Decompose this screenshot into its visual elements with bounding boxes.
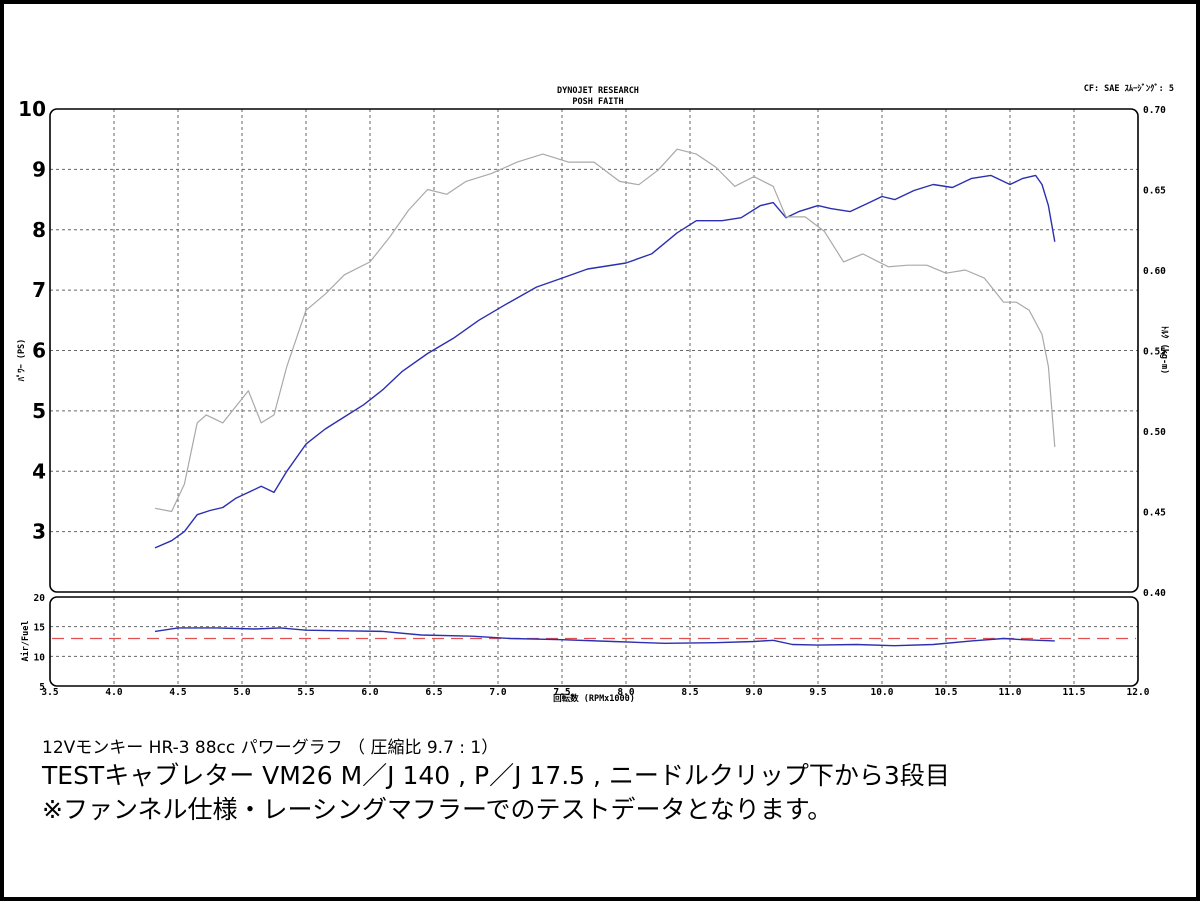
y-tick-label-right: 0.40 (1143, 588, 1166, 599)
y-tick-label-right: 0.45 (1143, 508, 1166, 519)
y-tick-label-right: 0.70 (1143, 105, 1166, 116)
afr-y-tick-label: 20 (34, 593, 46, 604)
x-tick-label: 10.5 (935, 687, 958, 698)
power-curve (154, 174, 1056, 549)
y-tick-label-left: 3 (32, 520, 46, 544)
afr-y-tick-label: 10 (34, 652, 46, 663)
y-tick-label-left: 4 (32, 459, 46, 483)
y-tick-label-right: 0.65 (1143, 186, 1166, 197)
afr-curve (154, 627, 1055, 647)
y-tick-label-left: 8 (32, 218, 46, 242)
caption-line-2: TESTキャブレター VM26 M／J 140 , P／J 17.5 , ニード… (42, 761, 950, 790)
x-tick-label: 3.5 (41, 687, 58, 698)
main-plot-frame (49, 108, 1139, 593)
x-tick-label: 11.0 (999, 687, 1022, 698)
x-tick-label: 8.0 (617, 687, 634, 698)
y-tick-label-left: 9 (32, 157, 46, 181)
caption-block: 12Vモンキー HR-3 88cc パワーグラフ （ 圧縮比 9.7 : 1） … (42, 737, 1182, 827)
x-tick-label: 8.5 (681, 687, 698, 698)
x-axis-label: 回転数 (RPMx1000) (553, 693, 635, 704)
afr-y-tick-label: 5 (39, 682, 45, 693)
x-tick-label: 5.0 (233, 687, 250, 698)
x-tick-label: 6.0 (361, 687, 378, 698)
y-tick-label-left: 7 (32, 278, 46, 302)
y-axis-label-right: ﾄﾙｸ (kg-m) (1159, 326, 1169, 375)
x-tick-label: 9.5 (809, 687, 826, 698)
afr-plot-frame (49, 596, 1139, 687)
caption-line-3: ※ファンネル仕様・レーシングマフラーでのテストデータとなります。 (42, 795, 833, 824)
torque-curve (154, 148, 1056, 513)
x-tick-label: 10.0 (871, 687, 894, 698)
x-tick-label: 7.5 (553, 687, 570, 698)
x-tick-label: 4.0 (105, 687, 122, 698)
y-tick-label-right: 0.55 (1143, 347, 1166, 358)
header-title-2: POSH FAITH (572, 97, 623, 107)
x-tick-label: 4.5 (169, 687, 186, 698)
y-axis-label-left: ﾊﾟﾜｰ (PS) (16, 339, 27, 383)
caption-line-1: 12Vモンキー HR-3 88cc パワーグラフ （ 圧縮比 9.7 : 1） (42, 738, 499, 758)
x-tick-label: 9.0 (745, 687, 762, 698)
afr-y-tick-label: 15 (34, 623, 46, 634)
y-tick-label-right: 0.60 (1143, 266, 1166, 277)
dyno-chart: 3.5 4.0 4.5 5.0 5.5 6.0 6.5 7.0 7.5 8.0 8.5 9.0 9.5 1… (16, 83, 1174, 704)
x-tick-label: 12.0 (1127, 687, 1150, 698)
x-tick-label: 7.0 (489, 687, 506, 698)
y-tick-label-left: 6 (32, 339, 46, 363)
x-tick-label: 6.5 (425, 687, 442, 698)
y-tick-label-right: 0.50 (1143, 427, 1166, 438)
header-title-1: DYNOJET RESEARCH (557, 86, 639, 96)
cf-label: CF: SAE ｽﾑｰｼﾞﾝｸﾞ: 5 (1084, 83, 1174, 94)
y-tick-label-left: 10 (18, 97, 46, 121)
y-tick-label-left: 5 (32, 399, 46, 423)
x-tick-label: 11.5 (1063, 687, 1086, 698)
afr-y-axis-label: Air/Fuel (20, 621, 31, 662)
x-tick-label: 5.5 (297, 687, 314, 698)
